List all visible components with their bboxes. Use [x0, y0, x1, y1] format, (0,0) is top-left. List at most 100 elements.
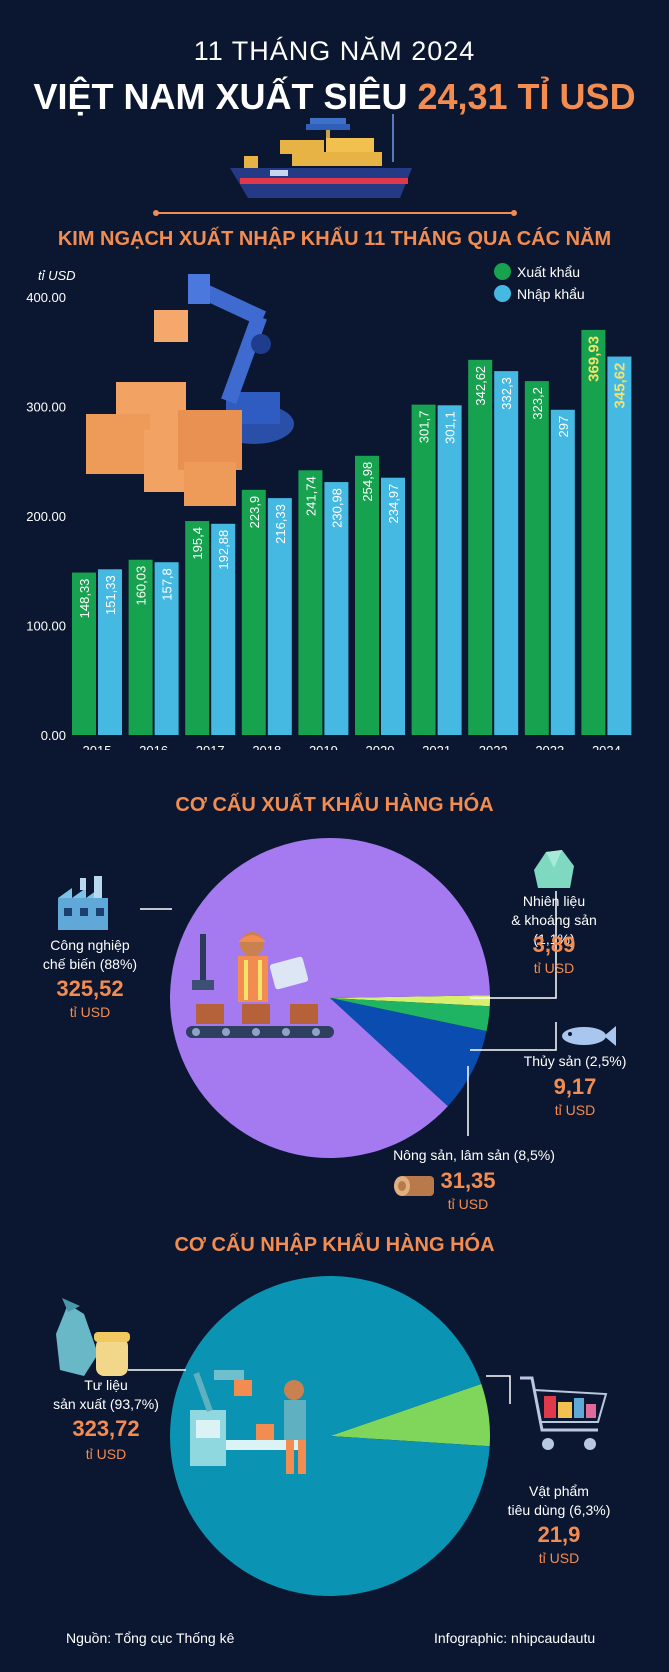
factory-icon: [58, 876, 108, 930]
fish-icon: [562, 1026, 616, 1046]
export-seafood-value: 9,17: [553, 1074, 597, 1099]
import-consumer-unit: tỉ USD: [538, 1550, 580, 1566]
bar-export: [185, 521, 210, 735]
data-label: 342,62: [473, 366, 488, 406]
bar-import: [381, 477, 405, 735]
bar-import: [267, 498, 292, 735]
export-slice-2: [330, 998, 490, 1032]
export-industry-label-line1: Công nghiệp: [50, 937, 130, 953]
data-label: 160,03: [134, 566, 149, 606]
x-tick-label: 2019: [309, 743, 338, 750]
export-leader-lines: [140, 891, 557, 1136]
header-title: VIỆT NAM XUẤT SIÊU 24,31 TỈ USD: [0, 76, 669, 118]
bar-import: [550, 409, 575, 735]
robot-arm-icon: [86, 274, 294, 506]
data-label: 323,2: [530, 387, 545, 420]
cargo-ship-icon: [230, 114, 412, 198]
bar-chart: 0.00 100.00 200.00 300.00 400.00 148,33 151,33…: [26, 290, 632, 750]
export-pie-chart: [169, 838, 490, 1158]
x-tick-label: 2022: [479, 743, 508, 750]
footer-source: Nguồn: Tổng cục Thống kê: [66, 1630, 235, 1646]
x-tick-label: 2018: [252, 743, 281, 750]
bar-export: [241, 489, 266, 735]
export-industry-label-line2: chế biến (88%): [42, 956, 138, 972]
import-leader-lines: [128, 1369, 511, 1404]
export-agri-unit: tỉ USD: [447, 1196, 489, 1212]
bar-import: [154, 562, 179, 735]
data-label: 195,4: [190, 527, 205, 560]
bar-export: [72, 572, 96, 735]
footer-credit: Infographic: nhipcaudautu: [434, 1630, 596, 1646]
title-main: VIỆT NAM XUẤT SIÊU: [33, 76, 418, 117]
bar-import: [607, 356, 632, 735]
bar-export: [355, 455, 379, 735]
factory-worker-icon: [186, 932, 334, 1038]
data-label: 151,33: [103, 575, 118, 615]
export-slice-3: [330, 998, 487, 1107]
packing-worker-icon: [190, 1370, 306, 1474]
x-tick-label: 2017: [196, 743, 225, 750]
export-seafood-label: Thủy sản (2,5%): [523, 1053, 627, 1069]
data-label: 369,93: [585, 336, 602, 382]
legend-export-label: Xuất khẩu: [517, 263, 581, 280]
bar-import: [494, 371, 519, 735]
import-slice-1: [330, 1383, 491, 1447]
data-label: 234,97: [386, 484, 401, 524]
y-tick-label: 300.00: [26, 400, 66, 415]
bar-import: [98, 569, 122, 735]
export-agri-value: 31,35: [440, 1168, 496, 1193]
export-mineral-label-line1: Nhiên liệu: [522, 893, 586, 909]
y-axis-unit: tỉ USD: [38, 268, 76, 283]
import-production-label: Tư liệu sản xuất (93,7%): [48, 1376, 164, 1414]
x-tick-label: 2016: [139, 743, 168, 750]
data-label: 157,8: [160, 568, 175, 601]
data-label: 241,74: [303, 476, 318, 516]
divider-dot-right: [511, 210, 517, 216]
data-label: 148,33: [77, 579, 92, 619]
import-production-value: 323,72: [72, 1416, 140, 1441]
legend-export-swatch: [494, 263, 511, 280]
data-label: 301,7: [417, 411, 432, 444]
import-production-label-line2: sản xuất (93,7%): [53, 1396, 159, 1412]
shopping-cart-icon: [520, 1376, 608, 1450]
legend-export: Xuất khẩu: [494, 263, 580, 280]
section-bar-title: KIM NGẠCH XUẤT NHẬP KHẨU 11 THÁNG QUA CÁ…: [57, 228, 612, 250]
x-tick-label: 2024: [592, 743, 621, 750]
import-production-label-line1: Tư liệu: [84, 1377, 128, 1393]
bar-export: [128, 559, 153, 735]
data-label: 223,9: [247, 496, 262, 529]
import-consumer-label-line2: tiêu dùng (6,3%): [507, 1502, 611, 1518]
export-industry-value: 325,52: [56, 976, 124, 1001]
import-slice-0: [170, 1276, 490, 1596]
export-industry-label: Công nghiệp chế biến (88%): [40, 936, 140, 974]
x-tick-label: 2020: [366, 743, 395, 750]
bar-import: [324, 482, 349, 735]
header-subtitle: 11 THÁNG NĂM 2024: [193, 36, 476, 66]
export-industry-unit: tỉ USD: [69, 1004, 111, 1020]
bar-import: [437, 405, 462, 735]
y-tick-label: 100.00: [26, 619, 66, 634]
bar-export: [468, 359, 493, 735]
mineral-icon: [534, 850, 574, 888]
data-label: 345,62: [611, 363, 628, 409]
section-import-title: CƠ CẤU NHẬP KHẨU HÀNG HÓA: [174, 1234, 495, 1256]
title-highlight: 24,31 TỈ USD: [417, 76, 636, 117]
export-slice-0: [169, 838, 490, 1158]
y-tick-label: 200.00: [26, 509, 66, 524]
data-label: 254,98: [360, 462, 375, 502]
import-consumer-value: 21,9: [537, 1522, 581, 1547]
y-tick-label: 400.00: [26, 290, 66, 305]
bar-export: [581, 329, 606, 735]
y-tick-label: 0.00: [41, 728, 66, 743]
sack-icon: [56, 1298, 130, 1376]
log-icon: [394, 1176, 434, 1196]
data-label: 297: [556, 416, 571, 438]
legend-import: Nhập khẩu: [494, 285, 585, 302]
export-mineral-label-line2: & khoáng sản (1,1%): [511, 912, 597, 947]
data-label: 332,3: [499, 377, 514, 410]
bar-import: [211, 523, 236, 735]
data-label: 216,33: [273, 504, 288, 544]
section-export-title: CƠ CẤU XUẤT KHẨU HÀNG HÓA: [175, 794, 494, 816]
bar-export: [524, 381, 549, 735]
data-label: 301,1: [443, 411, 458, 444]
